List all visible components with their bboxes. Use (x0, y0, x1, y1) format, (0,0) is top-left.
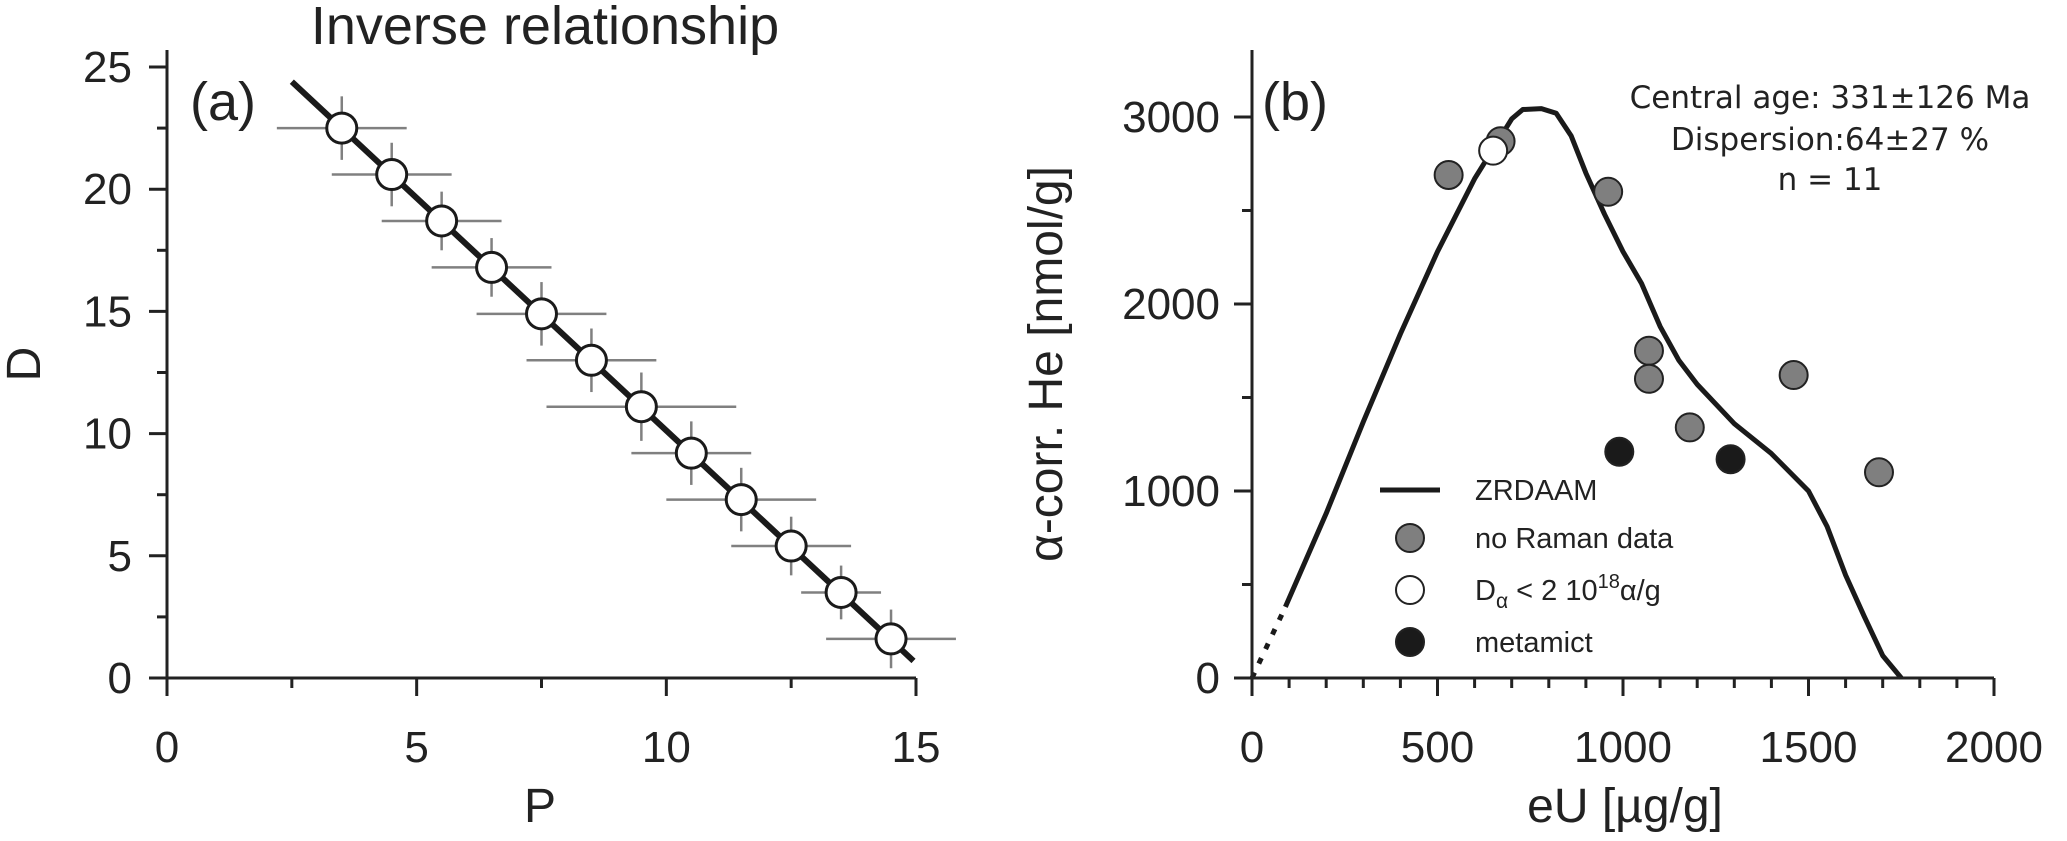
panel-b-ticks: 0 500 1000 1500 2000 0 1000 2000 3000 (1122, 93, 2043, 772)
panel-b-y-axis-label: α-corr. He [nmol/g] (1020, 166, 1073, 562)
panel-a-point-10 (824, 575, 858, 609)
panel-a-point-3 (475, 250, 509, 284)
panel-a-xtick-label-0: 0 (155, 723, 179, 772)
panel-a-point-8 (724, 483, 758, 517)
panel-a-xtick-label-1: 5 (404, 723, 428, 772)
legend-grey-circle (1395, 523, 1425, 553)
panel-a-point-2 (425, 204, 459, 238)
panel-b-point-s1-5 (1674, 412, 1705, 443)
panel-a: Inverse relationship (a) 0 5 10 15 0 5 10 15 20 2… (0, 0, 956, 833)
panel-b-ytick-label-0: 0 (1196, 654, 1220, 703)
panel-b-point-s1-6 (1778, 360, 1809, 391)
panel-a-point-9 (774, 529, 808, 563)
panel-b-x-axis-label: eU [µg/g] (1527, 780, 1723, 833)
panel-a-ytick-label-3: 15 (83, 287, 132, 336)
panel-a-y-axis-label: D (0, 347, 51, 382)
panel-b-point-s1-2 (1593, 176, 1624, 207)
panel-a-ytick-label-2: 10 (83, 410, 132, 459)
panel-b-xtick-label-4: 2000 (1945, 723, 2043, 772)
panel-b: (b) Central age: 331±126 Ma Dispersion:6… (1020, 50, 2043, 833)
panel-b-xtick-label-0: 0 (1240, 723, 1264, 772)
central-age-text: Central age: 331±126 Ma (1630, 80, 2031, 116)
panel-b-point-s3-0 (1604, 436, 1635, 467)
panel-b-ytick-label-1: 1000 (1122, 467, 1220, 516)
panel-b-xtick-label-1: 500 (1401, 723, 1474, 772)
panel-a-marks (276, 79, 956, 669)
panel-a-point-1 (375, 158, 409, 192)
panel-a-point-7 (674, 436, 708, 470)
legend-black-circle (1395, 627, 1425, 657)
panel-b-label: (b) (1262, 72, 1328, 132)
legend-white-circle (1395, 575, 1425, 605)
panel-a-label: (a) (190, 72, 256, 132)
panel-a-ytick-label-4: 20 (83, 165, 132, 214)
panel-b-point-s2-0 (1478, 135, 1509, 166)
legend-zrdaam-label: ZRDAAM (1475, 475, 1597, 507)
panel-b-point-s1-0 (1433, 159, 1464, 190)
panel-a-title: Inverse relationship (311, 0, 779, 56)
panel-b-marks (1249, 106, 1904, 680)
panel-b-point-s1-3 (1633, 335, 1664, 366)
zrdaam-curve (1283, 106, 1904, 680)
panel-a-point-0 (325, 111, 359, 145)
panel-b-point-s1-4 (1633, 363, 1664, 394)
sample-count-text: n = 11 (1778, 162, 1883, 198)
panel-a-ytick-label-0: 0 (108, 654, 132, 703)
panel-a-point-11 (874, 622, 908, 656)
panel-a-ytick-label-1: 5 (108, 532, 132, 581)
panel-a-x-axis-label: P (524, 780, 556, 833)
panel-a-xtick-label-2: 10 (642, 723, 691, 772)
legend-dalpha-label: Dα < 2 1018α/g (1475, 571, 1661, 613)
panel-a-ytick-label-5: 25 (83, 43, 132, 92)
zrdaam-curve-extrapolated (1249, 605, 1288, 680)
panel-b-ytick-label-2: 2000 (1122, 280, 1220, 329)
panel-a-point-5 (574, 343, 608, 377)
panel-a-point-4 (525, 297, 558, 331)
legend-metamict-label: metamict (1475, 627, 1593, 659)
panel-b-legend: ZRDAAM no Raman data Dα < 2 1018α/g meta… (1380, 475, 1674, 659)
panel-b-annotation: Central age: 331±126 Ma Dispersion:64±27… (1630, 80, 2031, 198)
panel-a-ticks: 0 5 10 15 0 5 10 15 20 25 (83, 43, 940, 772)
panel-b-point-s3-1 (1715, 444, 1746, 475)
dispersion-text: Dispersion:64±27 % (1671, 122, 1989, 158)
panel-b-ytick-label-3: 3000 (1122, 93, 1220, 142)
panel-b-xtick-label-2: 1000 (1574, 723, 1672, 772)
panel-a-point-6 (624, 390, 658, 424)
panel-b-point-s1-7 (1863, 457, 1894, 488)
panel-a-xtick-label-3: 15 (892, 723, 941, 772)
panel-b-xtick-label-3: 1500 (1760, 723, 1858, 772)
legend-no-raman-label: no Raman data (1475, 523, 1674, 555)
